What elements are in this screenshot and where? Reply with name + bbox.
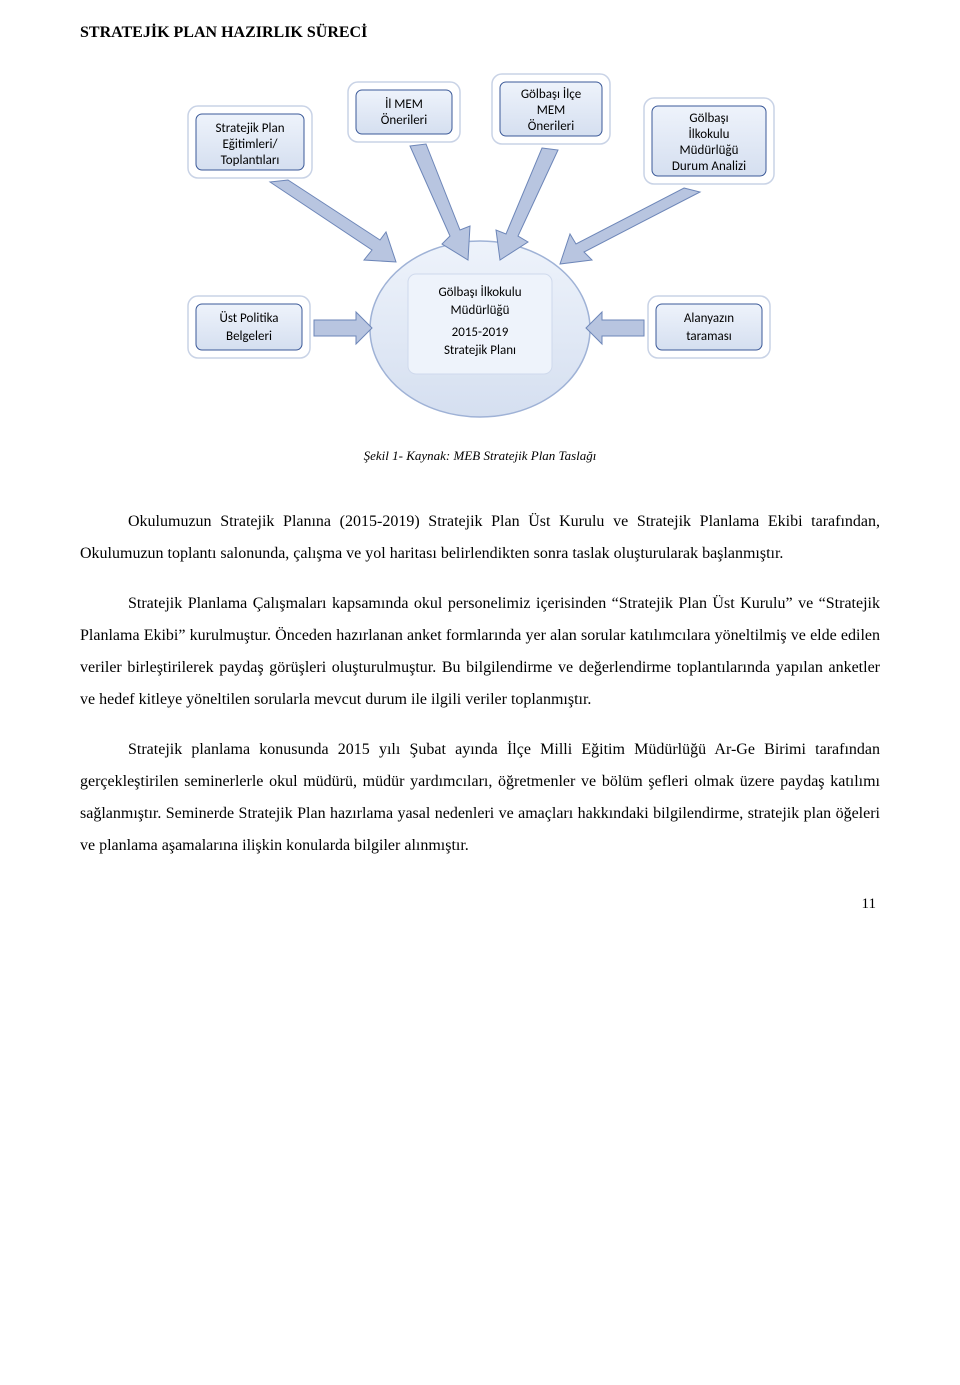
- top2-l2: MEM: [537, 103, 566, 118]
- right-l1: Alanyazın: [684, 311, 734, 326]
- right-l2: taraması: [686, 329, 732, 344]
- diagram-caption: Şekil 1- Kaynak: MEB Stratejik Plan Tasl…: [80, 446, 880, 467]
- diagram-container: Gölbaşı İlkokulu Müdürlüğü 2015-2019 Str…: [80, 64, 880, 434]
- center-l2: Müdürlüğü: [451, 303, 510, 318]
- top3-l3: Müdürlüğü: [680, 143, 739, 158]
- arrow-1: [410, 144, 470, 260]
- flow-diagram: Gölbaşı İlkokulu Müdürlüğü 2015-2019 Str…: [150, 64, 810, 434]
- top-node-3: Gölbaşı İlkokulu Müdürlüğü Durum Analizi: [644, 98, 774, 184]
- side-right-node: Alanyazın taraması: [648, 296, 770, 358]
- arrow-right: [586, 312, 644, 344]
- top1-l1: İl MEM: [385, 97, 423, 112]
- top2-l1: Gölbaşı İlçe: [521, 87, 581, 102]
- top-node-2: Gölbaşı İlçe MEM Önerileri: [492, 74, 610, 144]
- side-left-node: Üst Politika Belgeleri: [188, 296, 310, 358]
- left-l1: Üst Politika: [219, 311, 278, 326]
- center-l4: Stratejik Planı: [444, 343, 516, 358]
- center-l3: 2015-2019: [452, 325, 509, 340]
- top2-l3: Önerileri: [528, 119, 574, 134]
- top3-l1: Gölbaşı: [689, 111, 728, 126]
- paragraph-3: Stratejik planlama konusunda 2015 yılı Ş…: [80, 734, 880, 862]
- arrow-left: [314, 312, 372, 344]
- center-l1: Gölbaşı İlkokulu: [438, 285, 521, 300]
- page-number: 11: [80, 892, 880, 916]
- top0-l1: Stratejik Plan: [215, 121, 284, 136]
- top0-l2: Eğitimleri/: [222, 137, 278, 152]
- top-node-1: İl MEM Önerileri: [348, 82, 460, 142]
- paragraph-2: Stratejik Planlama Çalışmaları kapsamınd…: [80, 588, 880, 716]
- left-l2: Belgeleri: [226, 329, 272, 344]
- top-node-0: Stratejik Plan Eğitimleri/ Toplantıları: [188, 106, 312, 178]
- page-title: STRATEJİK PLAN HAZIRLIK SÜRECİ: [80, 20, 880, 46]
- arrow-0: [270, 180, 396, 262]
- arrow-3: [560, 188, 700, 264]
- top0-l3: Toplantıları: [221, 153, 280, 168]
- top3-l2: İlkokulu: [689, 127, 730, 142]
- top3-l4: Durum Analizi: [672, 159, 746, 174]
- arrow-2: [496, 148, 558, 260]
- paragraph-1: Okulumuzun Stratejik Planına (2015-2019)…: [80, 506, 880, 570]
- top1-l2: Önerileri: [381, 113, 427, 128]
